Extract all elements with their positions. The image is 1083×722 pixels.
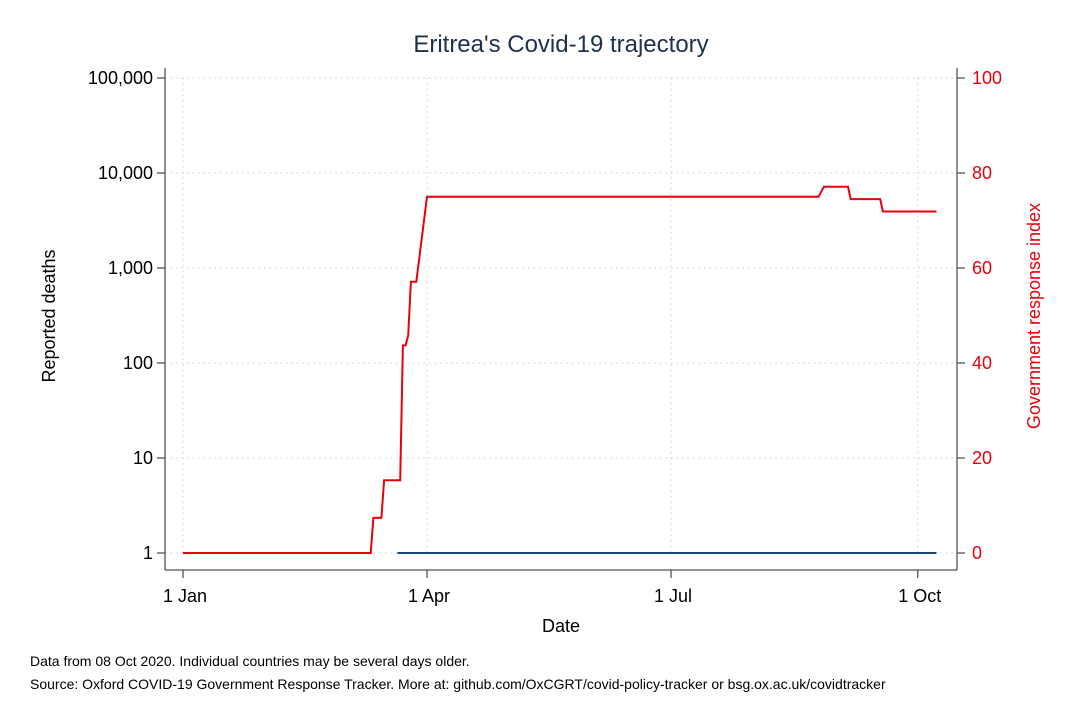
y-left-tick-label: 1 xyxy=(143,543,153,563)
y-left-tick-label: 100,000 xyxy=(88,68,153,88)
x-tick-label: 1 Oct xyxy=(898,586,941,606)
response-index-series-line xyxy=(183,185,937,554)
y-right-tick-label: 0 xyxy=(972,543,982,563)
y-right-tick-label: 80 xyxy=(972,163,992,183)
y-left-tick-label: 10 xyxy=(133,448,153,468)
y-right-tick-label: 100 xyxy=(972,68,1002,88)
gridlines xyxy=(165,77,957,554)
y-axis-left-title: Reported deaths xyxy=(39,249,59,382)
x-tick-label: 1 Jan xyxy=(163,586,207,606)
chart-title: Eritrea's Covid-19 trajectory xyxy=(413,31,708,58)
x-tick-label: 1 Apr xyxy=(408,586,450,606)
y-right-tick-label: 60 xyxy=(972,258,992,278)
y-left-tick-label: 100 xyxy=(123,353,153,373)
x-axis-title: Date xyxy=(542,616,580,636)
y-left-tick-label: 1,000 xyxy=(108,258,153,278)
series-layer xyxy=(183,185,937,554)
y-left-tick-label: 10,000 xyxy=(98,163,153,183)
x-tick-label: 1 Jul xyxy=(654,586,692,606)
y-right-tick-label: 20 xyxy=(972,448,992,468)
y-axis-right-title: Government response index xyxy=(1024,203,1044,429)
data-note: Data from 08 Oct 2020. Individual countr… xyxy=(30,653,470,669)
y-right-tick-label: 40 xyxy=(972,353,992,373)
axes: 1 Jan 1 Apr 1 Jul 1 Oct 1 10 100 1,000 10,000 100… xyxy=(88,68,1002,606)
source-note: Source: Oxford COVID-19 Government Respo… xyxy=(30,676,886,692)
